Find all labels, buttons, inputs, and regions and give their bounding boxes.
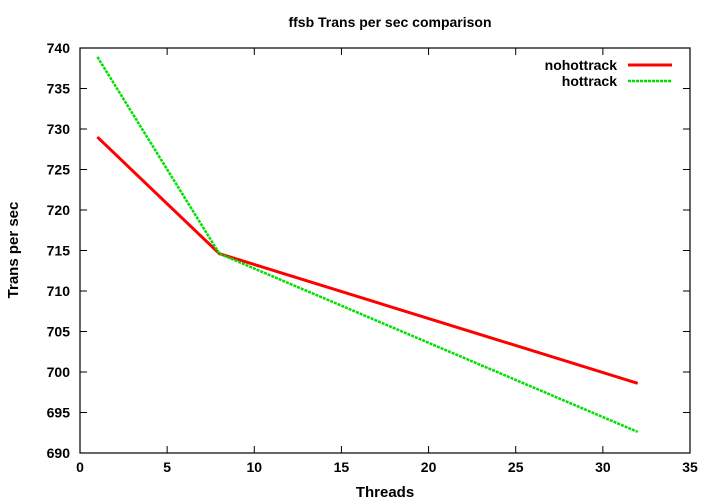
x-tick-label: 5 bbox=[163, 459, 171, 475]
series-line-hottrack bbox=[96, 56, 639, 434]
y-axis: 690 695 700 705 710 715 720 725 730 735 740 bbox=[47, 40, 690, 461]
y-tick-label: 695 bbox=[47, 405, 71, 421]
series-line-nohottrack bbox=[96, 136, 639, 385]
x-tick-label: 20 bbox=[421, 459, 437, 475]
plot-frame bbox=[79, 47, 691, 454]
y-tick-label: 710 bbox=[47, 283, 71, 299]
y-tick-label: 705 bbox=[47, 324, 71, 340]
y-tick-label: 690 bbox=[47, 445, 71, 461]
y-axis-title: Trans per sec bbox=[5, 202, 22, 299]
y-tick-label: 735 bbox=[47, 81, 71, 97]
x-tick-label: 30 bbox=[595, 459, 611, 475]
x-tick-label: 0 bbox=[76, 459, 84, 475]
x-axis: 0 5 10 15 20 25 30 35 bbox=[76, 48, 698, 475]
x-tick-label: 25 bbox=[508, 459, 524, 475]
legend-label-hottrack: hottrack bbox=[562, 73, 617, 89]
series-layer bbox=[96, 56, 639, 434]
x-axis-title: Threads bbox=[356, 484, 414, 501]
legend-label-nohottrack: nohottrack bbox=[545, 57, 618, 73]
x-tick-label: 10 bbox=[246, 459, 262, 475]
x-tick-label: 15 bbox=[334, 459, 350, 475]
y-tick-label: 730 bbox=[47, 121, 71, 137]
chart-title: ffsb Trans per sec comparison bbox=[288, 14, 491, 30]
y-tick-label: 725 bbox=[47, 162, 71, 178]
y-tick-label: 740 bbox=[47, 40, 71, 56]
x-tick-label: 35 bbox=[682, 459, 698, 475]
y-tick-label: 715 bbox=[47, 243, 71, 259]
y-tick-label: 700 bbox=[47, 364, 71, 380]
y-tick-label: 720 bbox=[47, 202, 71, 218]
